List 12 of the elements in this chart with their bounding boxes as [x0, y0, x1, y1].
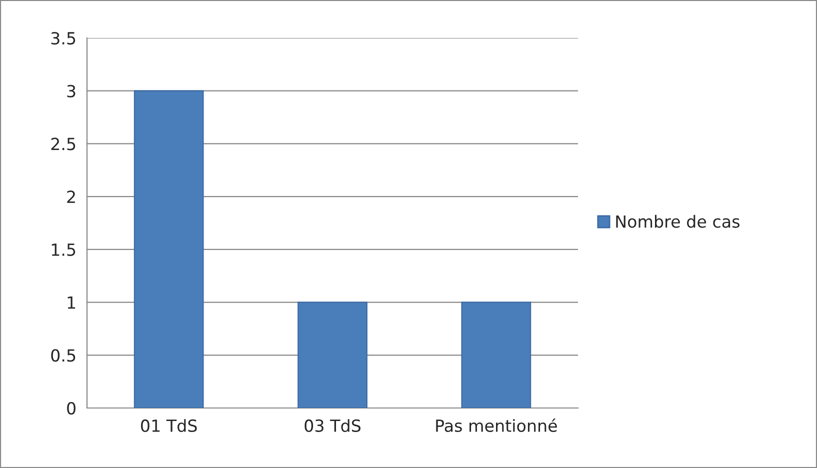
- y-tick-label: 3: [67, 84, 76, 98]
- x-tick-label: Pas mentionné: [436, 418, 557, 432]
- y-tick-label: 0.5: [51, 349, 76, 362]
- y-tick-label: 2: [67, 190, 75, 203]
- y-tick-label: 0: [67, 402, 76, 415]
- legend-label: Nombre de cas: [616, 214, 740, 228]
- x-tick-label: 01 TdS: [141, 419, 197, 432]
- y-tick-label: 1: [68, 296, 76, 309]
- x-tick-label: 03 TdS: [304, 419, 360, 432]
- y-tick-label: 1.5: [52, 244, 76, 256]
- y-tick-label: 3.5: [51, 32, 76, 45]
- y-tick-label: 2.5: [51, 138, 76, 150]
